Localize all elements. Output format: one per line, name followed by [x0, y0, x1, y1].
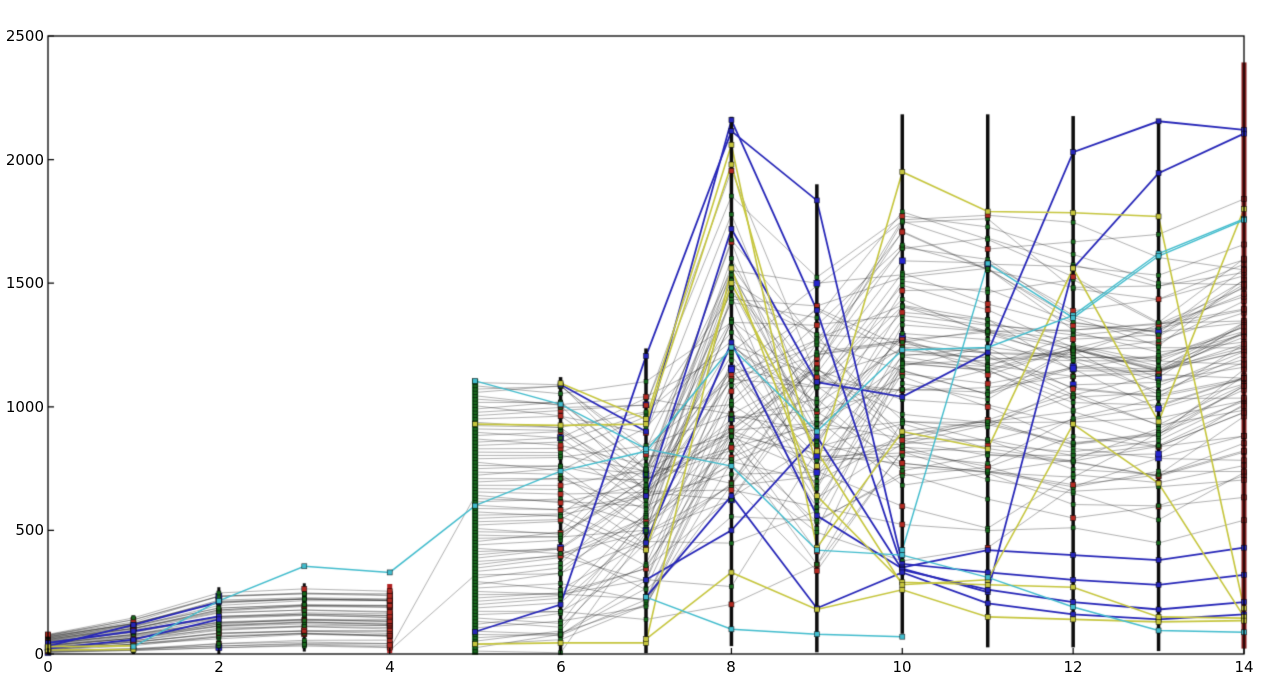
- y-tick-label: 2500: [5, 27, 44, 45]
- y-tick-label: 2000: [5, 151, 44, 169]
- x-tick-label: 4: [385, 658, 395, 676]
- y-tick-label: 500: [15, 521, 44, 539]
- x-tick-label: 12: [1063, 658, 1083, 676]
- y-tick-label: 1000: [5, 398, 44, 416]
- x-tick-label: 8: [726, 658, 736, 676]
- x-tick-label: 2: [214, 658, 224, 676]
- x-tick-label: 10: [892, 658, 912, 676]
- y-tick-label: 0: [34, 645, 44, 663]
- x-tick-label: 6: [556, 658, 566, 676]
- x-tick-label: 14: [1234, 658, 1254, 676]
- x-tick-label: 0: [43, 658, 53, 676]
- y-tick-label: 1500: [5, 274, 44, 292]
